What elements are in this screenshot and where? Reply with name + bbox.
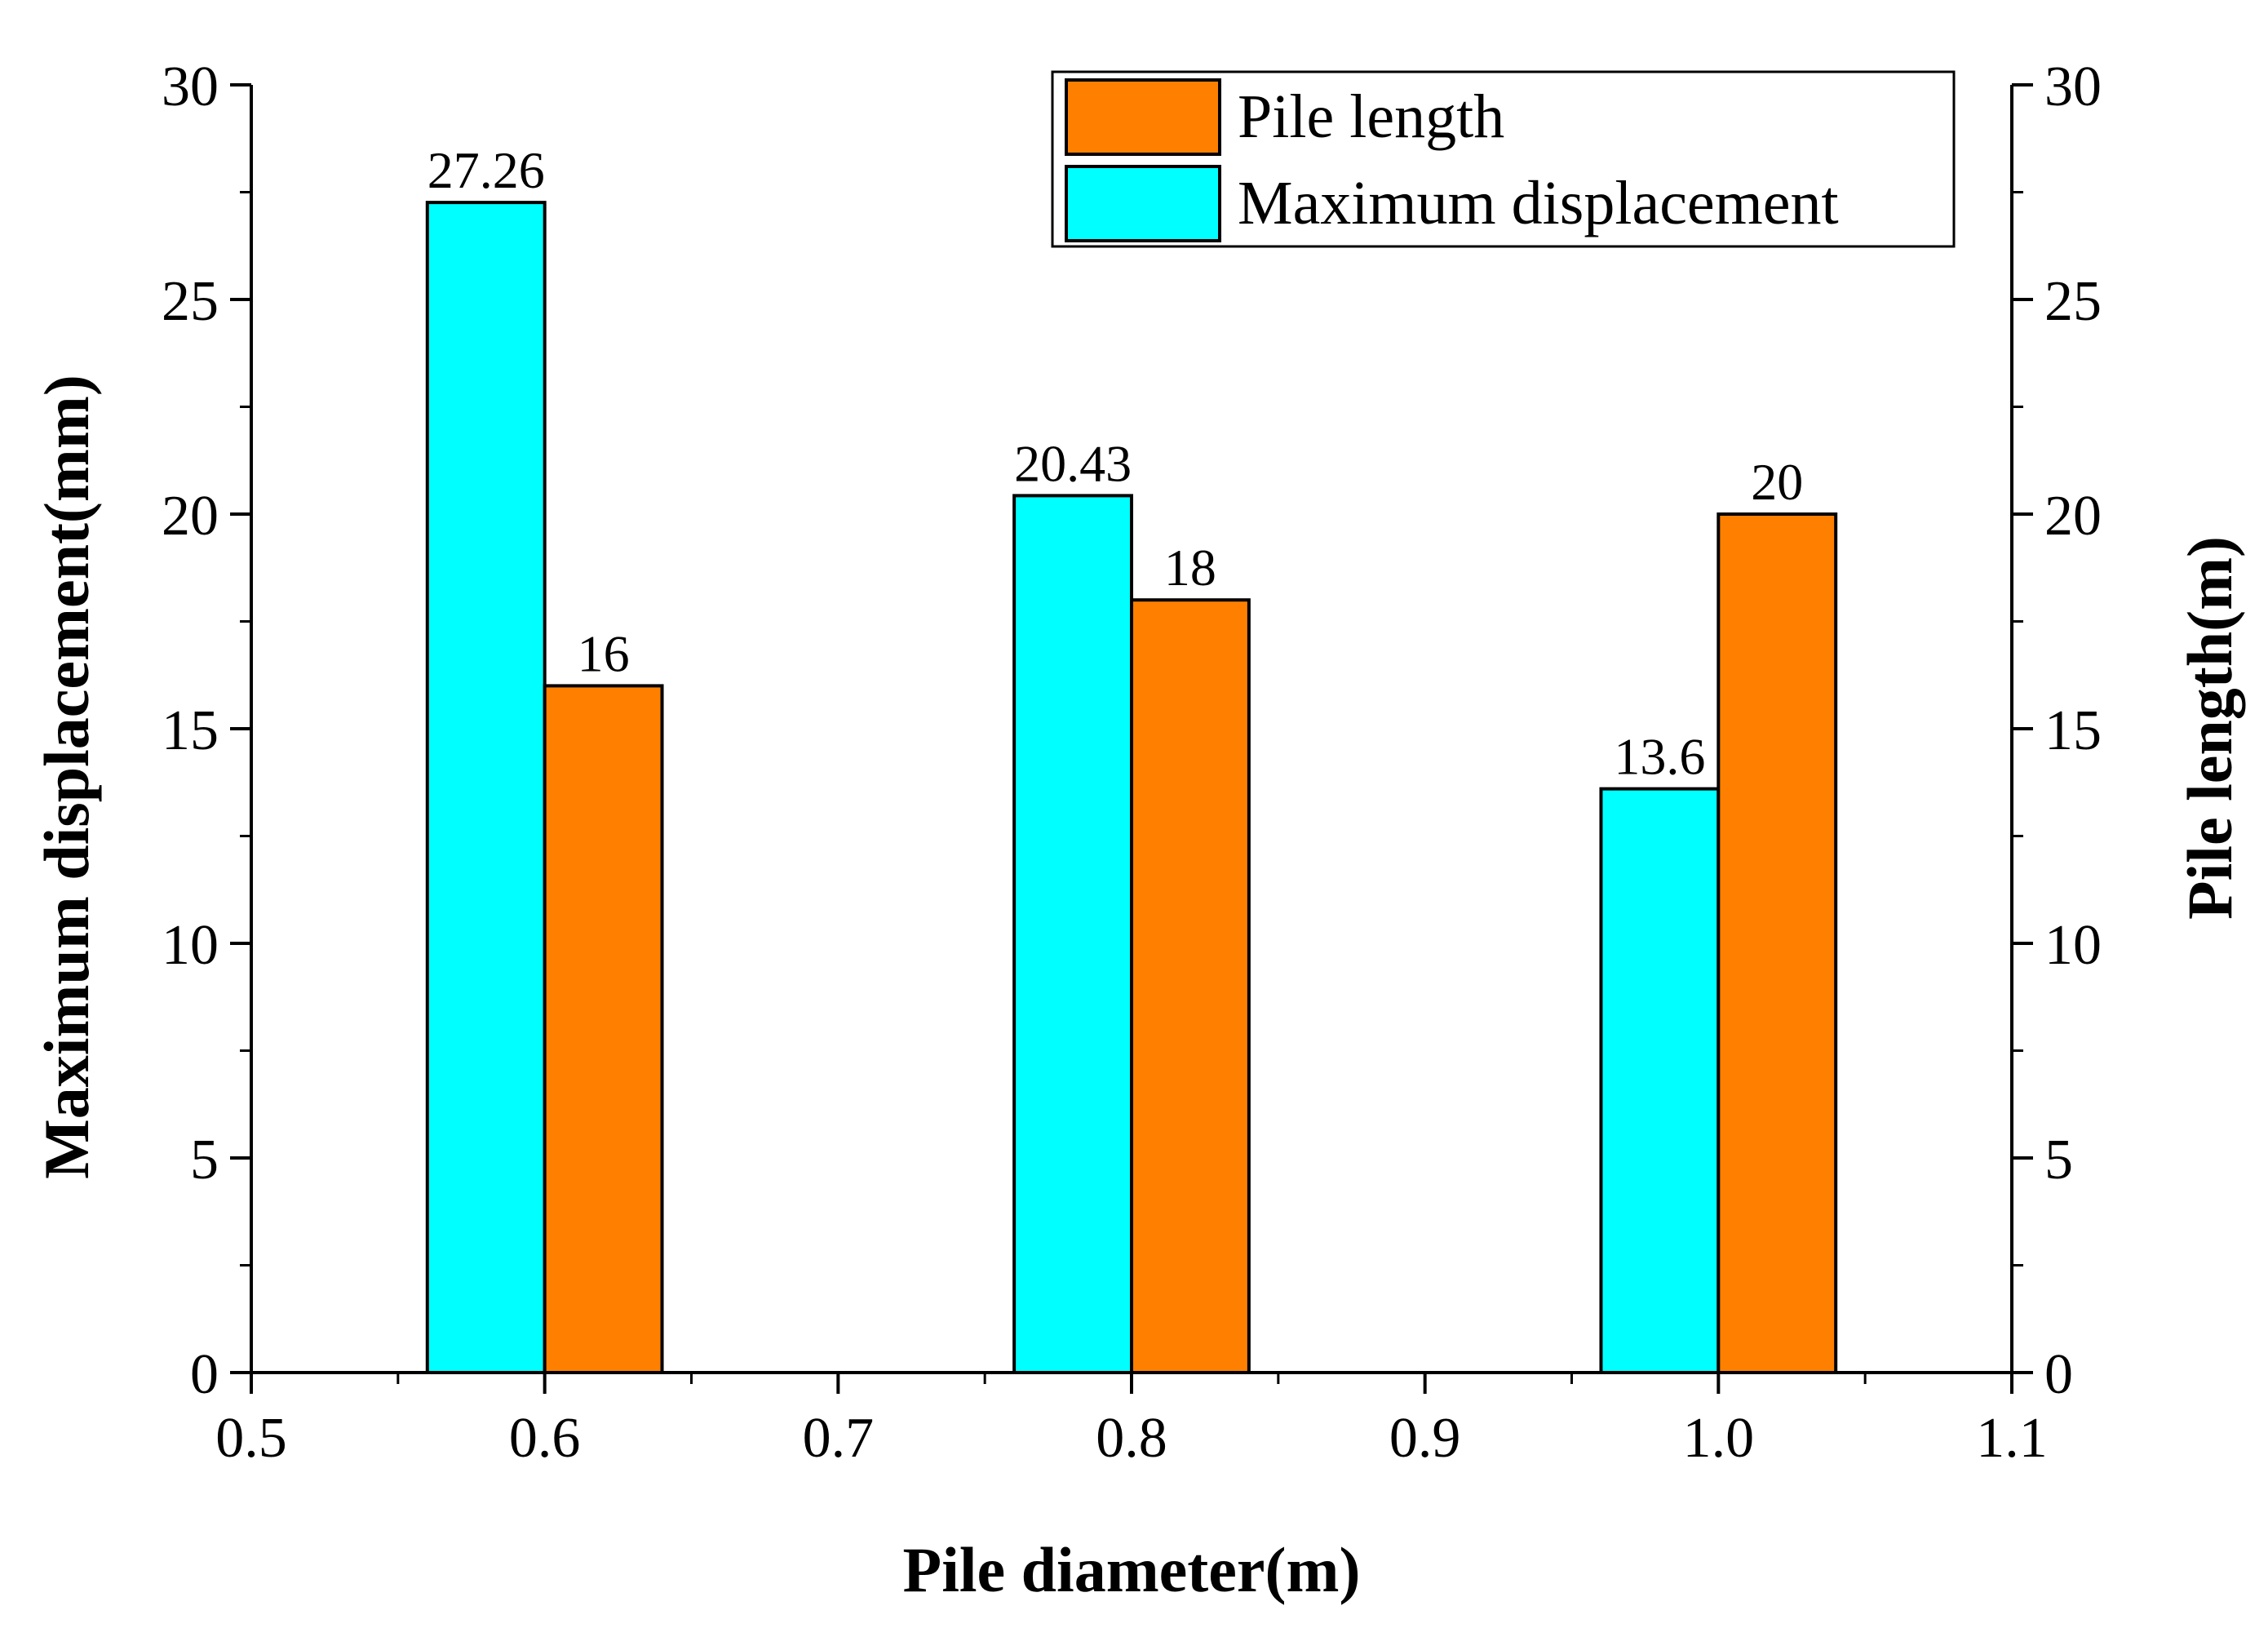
data-labels: 27.26 20.43 13.6 16 18 20 (427, 141, 1804, 786)
bar-pile-length-0 (543, 684, 664, 1374)
y-left-tick-label-6: 30 (162, 55, 219, 118)
y-right-tick-label-1: 5 (2044, 1129, 2073, 1191)
x-tick-label-0: 0.5 (215, 1407, 287, 1470)
bar-maximum-displacement-0 (425, 201, 547, 1374)
bars (425, 201, 1838, 1375)
legend-label-maximum-displacement: Maximum displacement (1238, 169, 1839, 237)
data-label-maximum-displacement-1: 20.43 (1014, 434, 1132, 492)
y-left-tick-label-3: 15 (162, 699, 219, 762)
x-axis: 0.5 0.6 0.7 0.8 0.9 1.0 1.1 (215, 1373, 2048, 1470)
y-right-tick-label-6: 30 (2044, 55, 2102, 118)
x-tick-label-5: 1.0 (1683, 1407, 1755, 1470)
y-left-tick-label-5: 25 (162, 270, 219, 333)
data-label-pile-length-0: 16 (578, 624, 630, 682)
x-axis-title: Pile diameter(m) (903, 1534, 1361, 1605)
y-left-tick-label-4: 20 (162, 485, 219, 548)
legend: Pile length Maximum displacement (1051, 70, 1956, 248)
legend-swatch-pile-length (1065, 78, 1221, 156)
y-left-tick-label-1: 5 (190, 1129, 219, 1191)
y-right-tick-label-4: 20 (2044, 485, 2102, 548)
x-tick-label-2: 0.7 (803, 1407, 875, 1470)
bar-maximum-displacement-1 (1012, 494, 1133, 1375)
bar-maximum-displacement-2 (1599, 787, 1721, 1374)
data-label-pile-length-2: 20 (1751, 453, 1803, 511)
y-left-tick-label-2: 10 (162, 914, 219, 977)
x-tick-label-4: 0.9 (1389, 1407, 1461, 1470)
y-axis-left: 0 5 10 15 20 25 30 (162, 55, 251, 1406)
data-label-maximum-displacement-2: 13.6 (1614, 728, 1705, 786)
x-tick-label-3: 0.8 (1096, 1407, 1167, 1470)
y-right-tick-label-0: 0 (2044, 1343, 2073, 1406)
bar-pile-length-1 (1130, 598, 1251, 1374)
x-tick-label-6: 1.1 (1976, 1407, 2048, 1470)
bar-pile-length-2 (1717, 512, 1838, 1374)
legend-label-pile-length: Pile length (1238, 82, 1504, 151)
data-label-maximum-displacement-0: 27.26 (427, 141, 545, 199)
y-left-tick-label-0: 0 (190, 1343, 219, 1406)
y-right-tick-label-3: 15 (2044, 699, 2102, 762)
y-axis-left-title: Maximum displacement(mm) (31, 375, 102, 1179)
y-right-tick-label-5: 25 (2044, 270, 2102, 333)
legend-swatch-maximum-displacement (1065, 165, 1221, 242)
x-tick-label-1: 0.6 (509, 1407, 581, 1470)
y-axis-right: 0 5 10 15 20 25 30 (2012, 55, 2102, 1406)
y-right-tick-label-2: 10 (2044, 914, 2102, 977)
y-axis-right-title: Pile length(m) (2174, 536, 2245, 920)
data-label-pile-length-1: 18 (1164, 539, 1216, 597)
